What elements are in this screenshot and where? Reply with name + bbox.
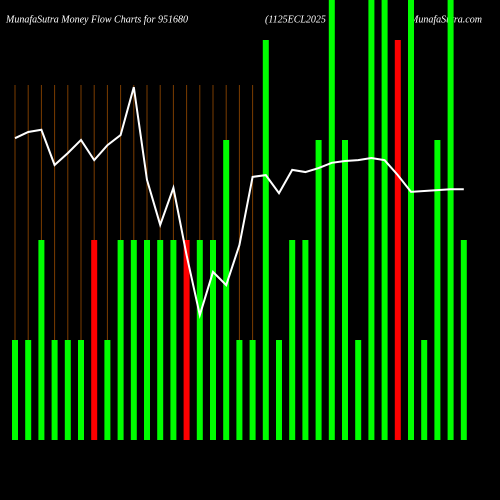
bar — [117, 240, 124, 440]
bar — [130, 240, 137, 440]
bar — [381, 0, 388, 440]
bar — [342, 140, 348, 440]
bar — [249, 340, 256, 440]
bar — [223, 140, 230, 440]
bar — [434, 140, 441, 440]
bar — [262, 40, 269, 440]
bar — [315, 140, 322, 440]
bar — [51, 340, 58, 440]
bar — [183, 240, 190, 440]
bar — [408, 0, 414, 440]
bar — [78, 340, 84, 440]
chart-subtitle: (1125ECL2025 — [265, 14, 326, 25]
bar — [302, 240, 309, 440]
bar — [104, 340, 111, 440]
bar — [328, 0, 335, 440]
bar — [289, 240, 296, 440]
bar — [394, 40, 401, 440]
source: MunafaSutra.com — [409, 14, 482, 25]
bar — [38, 240, 45, 440]
bar — [12, 340, 18, 440]
bar — [447, 0, 454, 440]
bar — [210, 240, 216, 440]
bar — [91, 240, 98, 440]
bar — [460, 240, 467, 440]
bar — [355, 340, 362, 440]
bar — [368, 0, 375, 440]
bar — [421, 340, 428, 440]
bar — [144, 240, 150, 440]
bar — [157, 240, 164, 440]
chart-title: MunafaSutra Money Flow Charts for 951680 — [5, 14, 188, 25]
bar — [64, 340, 71, 440]
trend-line — [14, 86, 464, 319]
bar — [25, 340, 32, 440]
bar — [170, 240, 177, 440]
bar — [276, 340, 282, 440]
bar — [196, 240, 203, 440]
bar — [236, 340, 243, 440]
